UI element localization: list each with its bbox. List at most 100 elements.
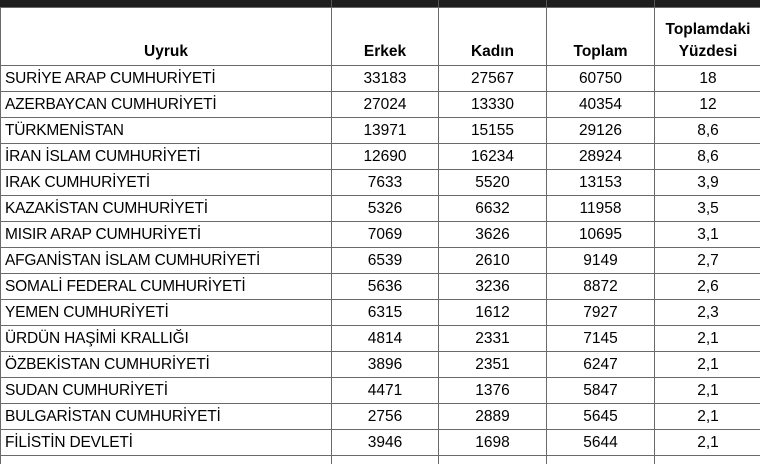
cell-nationality: ÖZBEKİSTAN CUMHURİYETİ xyxy=(1,352,332,378)
empty-cell xyxy=(439,456,547,464)
cell-nationality: AFGANİSTAN İSLAM CUMHURİYETİ xyxy=(1,248,332,274)
cell-male: 3896 xyxy=(332,352,439,378)
cell-percent: 2,1 xyxy=(655,326,760,352)
empty-cell xyxy=(547,456,655,464)
cell-nationality: YEMEN CUMHURİYETİ xyxy=(1,300,332,326)
cell-male: 7633 xyxy=(332,170,439,196)
cell-male: 5636 xyxy=(332,274,439,300)
cell-percent: 2,1 xyxy=(655,404,760,430)
cell-female: 2331 xyxy=(439,326,547,352)
cell-nationality: FİLİSTİN DEVLETİ xyxy=(1,430,332,456)
cell-female: 27567 xyxy=(439,66,547,92)
empty-cell xyxy=(655,456,760,464)
cell-percent: 2,7 xyxy=(655,248,760,274)
cell-nationality: KAZAKİSTAN CUMHURİYETİ xyxy=(1,196,332,222)
cell-male: 4814 xyxy=(332,326,439,352)
cell-female: 3236 xyxy=(439,274,547,300)
cell-female: 13330 xyxy=(439,92,547,118)
partial-row xyxy=(1,456,760,464)
cell-total: 7927 xyxy=(547,300,655,326)
cell-female: 2351 xyxy=(439,352,547,378)
cell-total: 8872 xyxy=(547,274,655,300)
cell-male: 5326 xyxy=(332,196,439,222)
cell-total: 40354 xyxy=(547,92,655,118)
cell-female: 5520 xyxy=(439,170,547,196)
header-uyruk: Uyruk xyxy=(1,8,332,66)
cell-percent: 2,1 xyxy=(655,430,760,456)
cell-total: 6247 xyxy=(547,352,655,378)
cell-total: 5645 xyxy=(547,404,655,430)
cell-total: 29126 xyxy=(547,118,655,144)
cell-percent: 12 xyxy=(655,92,760,118)
header-toplam: Toplam xyxy=(547,8,655,66)
cell-female: 1376 xyxy=(439,378,547,404)
cell-total: 5644 xyxy=(547,430,655,456)
cell-male: 13971 xyxy=(332,118,439,144)
cell-nationality: İRAN İSLAM CUMHURİYETİ xyxy=(1,144,332,170)
cell-total: 13153 xyxy=(547,170,655,196)
header-kadin: Kadın xyxy=(439,8,547,66)
spreadsheet-top-band xyxy=(0,0,760,7)
cell-percent: 3,1 xyxy=(655,222,760,248)
cell-female: 1698 xyxy=(439,430,547,456)
cell-percent: 8,6 xyxy=(655,118,760,144)
cell-percent: 2,1 xyxy=(655,352,760,378)
empty-cell xyxy=(1,456,332,464)
cell-nationality: ÜRDÜN HAŞİMİ KRALLIĞI xyxy=(1,326,332,352)
cell-nationality: AZERBAYCAN CUMHURİYETİ xyxy=(1,92,332,118)
cell-female: 3626 xyxy=(439,222,547,248)
header-erkek: Erkek xyxy=(332,8,439,66)
cell-nationality: SUDAN CUMHURİYETİ xyxy=(1,378,332,404)
cell-female: 2610 xyxy=(439,248,547,274)
cell-percent: 3,9 xyxy=(655,170,760,196)
cell-female: 6632 xyxy=(439,196,547,222)
cell-nationality: MISIR ARAP CUMHURİYETİ xyxy=(1,222,332,248)
empty-cell xyxy=(332,456,439,464)
cell-percent: 18 xyxy=(655,66,760,92)
cell-nationality: SOMALİ FEDERAL CUMHURİYETİ xyxy=(1,274,332,300)
cell-male: 27024 xyxy=(332,92,439,118)
cell-female: 1612 xyxy=(439,300,547,326)
cell-female: 16234 xyxy=(439,144,547,170)
cell-percent: 3,5 xyxy=(655,196,760,222)
cell-nationality: BULGARİSTAN CUMHURİYETİ xyxy=(1,404,332,430)
cell-percent: 2,6 xyxy=(655,274,760,300)
cell-male: 2756 xyxy=(332,404,439,430)
cell-male: 12690 xyxy=(332,144,439,170)
cell-male: 33183 xyxy=(332,66,439,92)
cell-percent: 8,6 xyxy=(655,144,760,170)
cell-female: 2889 xyxy=(439,404,547,430)
cell-male: 6539 xyxy=(332,248,439,274)
cell-male: 6315 xyxy=(332,300,439,326)
cell-nationality: SURİYE ARAP CUMHURİYETİ xyxy=(1,66,332,92)
cell-percent: 2,3 xyxy=(655,300,760,326)
cell-total: 10695 xyxy=(547,222,655,248)
cell-total: 7145 xyxy=(547,326,655,352)
cell-percent: 2,1 xyxy=(655,378,760,404)
cell-total: 5847 xyxy=(547,378,655,404)
cell-total: 9149 xyxy=(547,248,655,274)
cell-nationality: IRAK CUMHURİYETİ xyxy=(1,170,332,196)
cell-total: 60750 xyxy=(547,66,655,92)
cell-male: 7069 xyxy=(332,222,439,248)
cell-male: 3946 xyxy=(332,430,439,456)
cell-total: 11958 xyxy=(547,196,655,222)
cell-female: 15155 xyxy=(439,118,547,144)
